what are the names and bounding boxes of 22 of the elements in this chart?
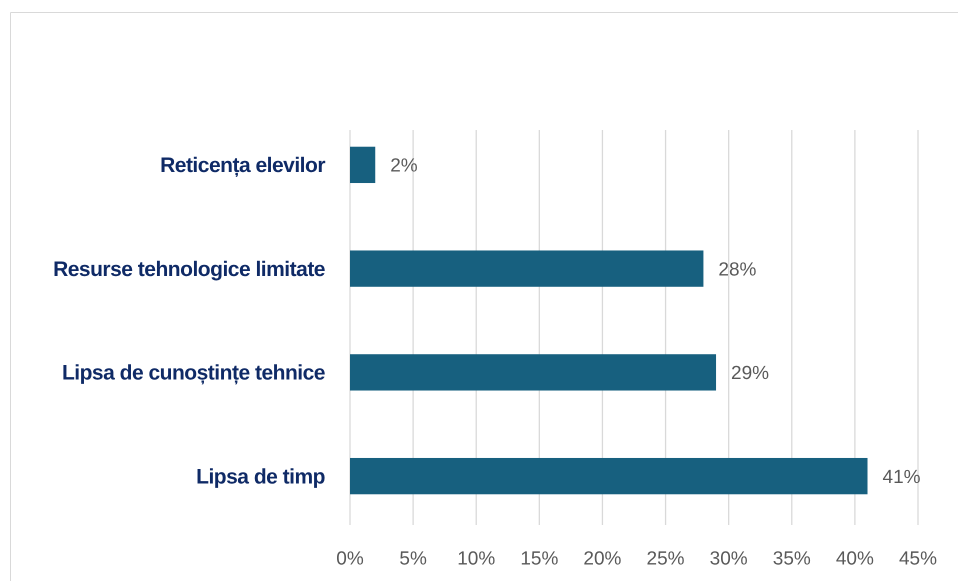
x-tick-label: 25% [646, 548, 685, 570]
x-tick-label: 35% [772, 548, 811, 570]
bar [350, 458, 868, 494]
y-tick-label: Lipsa de timp [196, 465, 325, 488]
x-tick-label: 45% [898, 548, 938, 570]
data-label: 29% [731, 363, 770, 384]
bar [350, 146, 376, 184]
x-tick-label: 30% [710, 548, 748, 570]
data-label: 41% [882, 466, 921, 488]
x-tick-label: 15% [520, 548, 558, 570]
y-tick-label: Resurse tehnologice limitate [53, 258, 325, 281]
data-label: 28% [718, 259, 757, 280]
x-tick-label: 10% [457, 548, 496, 570]
y-tick-label: Reticența elevilor [160, 154, 326, 178]
data-label: 2% [390, 156, 418, 177]
bar [350, 250, 704, 287]
x-tick-label: 20% [583, 548, 622, 570]
x-tick-label: 0% [336, 548, 364, 570]
x-tick-label: 5% [399, 548, 427, 570]
y-tick-label: Lipsa de cunoștințe tehnice [62, 362, 325, 385]
bar [350, 354, 716, 391]
x-tick-label: 40% [836, 548, 874, 570]
